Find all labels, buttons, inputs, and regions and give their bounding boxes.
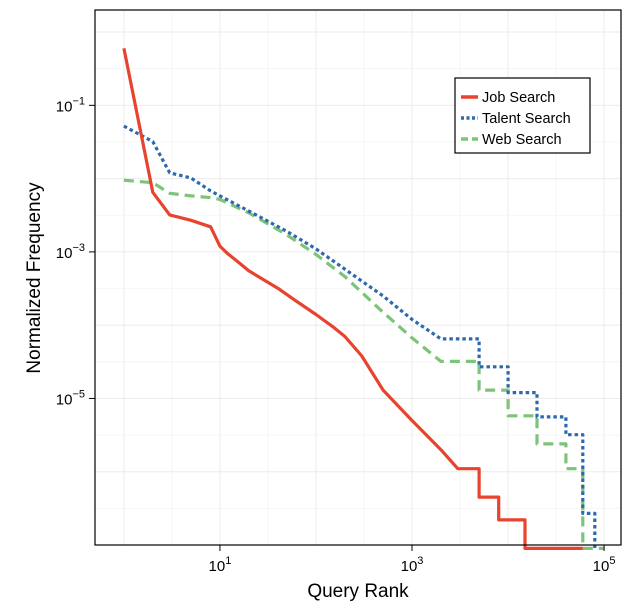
legend-label: Web Search	[482, 132, 562, 148]
series-line-web-search	[123, 178, 605, 550]
y-axis-label: Normalized Frequency	[24, 182, 45, 374]
legend-label: Job Search	[482, 90, 555, 106]
y-tick-label: 10−1	[56, 95, 85, 115]
y-tick-label: 10−3	[56, 242, 85, 262]
plot-frame	[94, 9, 622, 546]
x-tick-label: 103	[401, 555, 424, 575]
legend: Job Search Talent Search Web Search	[454, 77, 591, 154]
x-axis-label: Query Rank	[307, 581, 409, 602]
series-line-job-search	[122, 47, 583, 550]
x-tick-label: 101	[209, 555, 232, 575]
legend-label: Talent Search	[482, 111, 571, 127]
x-tick-label: 105	[593, 555, 616, 575]
series-lines	[122, 47, 605, 550]
y-tick-label: 10−5	[56, 388, 85, 408]
series-line-talent-search	[123, 124, 597, 549]
axis-ticks: 101 103 105 10−1 10−3 10−5	[56, 95, 616, 575]
